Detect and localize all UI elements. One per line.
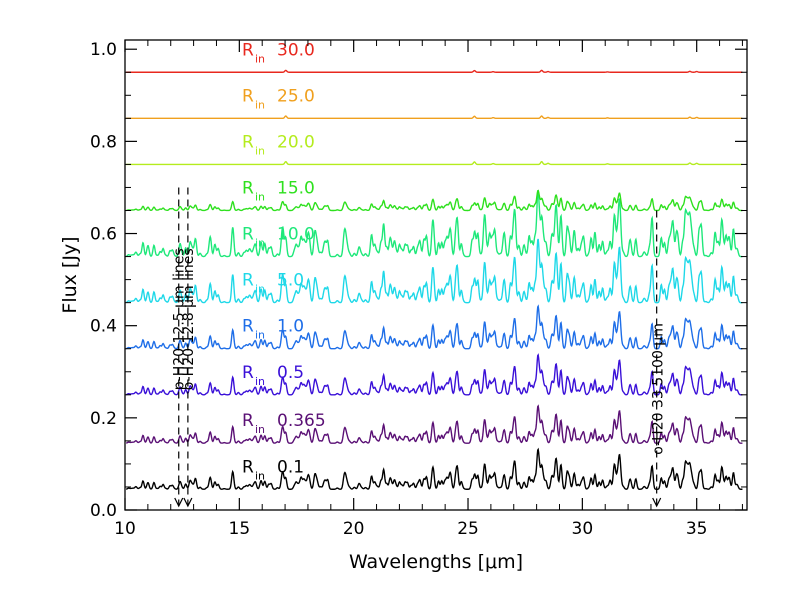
- x-tick-label: 20: [343, 519, 365, 539]
- spectrum-line: [125, 404, 743, 444]
- series-label-main: R: [242, 271, 254, 291]
- series-label-value: 0.5: [277, 363, 304, 383]
- series-label-value: 5.0: [277, 271, 304, 291]
- series-layer: [125, 69, 743, 490]
- series-label-sub: in: [255, 423, 265, 436]
- x-tick-label: 30: [572, 519, 594, 539]
- annotation-text: o-H20 33.5100 μm: [651, 323, 667, 455]
- series-label-sub: in: [255, 469, 265, 482]
- series-label-main: R: [242, 411, 254, 431]
- series-label-sub: in: [255, 329, 265, 342]
- spectrum-line: [126, 115, 743, 120]
- series-label-value: 1.0: [277, 317, 304, 337]
- annotation-arrowhead: [183, 497, 193, 508]
- series-label-value: 20.0: [277, 132, 315, 152]
- spectrum-line: [126, 160, 743, 166]
- series-label-sub: in: [255, 375, 265, 388]
- series-label-main: R: [242, 178, 254, 198]
- series-label-value: 30.0: [277, 40, 315, 60]
- x-tick-label: 15: [229, 519, 251, 539]
- series-label-sub: in: [255, 52, 265, 65]
- spectrum-line: [125, 189, 743, 258]
- spectrum-line: [125, 238, 743, 304]
- series-label-sub: in: [255, 283, 265, 296]
- plot-frame: [124, 39, 748, 511]
- y-tick-label: 1.0: [90, 40, 117, 60]
- series-label-value: 15.0: [277, 178, 315, 198]
- axis-layer: 10 15 20 25 30 35 0.0 0.2 0.4 0.6 0.8 1.0: [90, 40, 747, 539]
- spectrum-line: [125, 447, 743, 490]
- y-tick-label: 0.6: [90, 225, 117, 245]
- series-label-value: 0.1: [277, 457, 304, 477]
- y-tick-label: 0.0: [90, 501, 117, 521]
- spectrum-line: [125, 353, 743, 396]
- annotation-arrowhead: [652, 497, 662, 508]
- series-label-value: 10.0: [277, 225, 315, 245]
- spectrum-line: [126, 189, 743, 212]
- series-label-main: R: [242, 225, 254, 245]
- series-label-main: R: [242, 86, 254, 106]
- series-label-sub: in: [255, 237, 265, 250]
- series-label-main: R: [242, 363, 254, 383]
- series-label-value: 0.365: [277, 411, 326, 431]
- y-tick-label: 0.4: [90, 317, 117, 337]
- series-label-main: R: [242, 317, 254, 337]
- x-tick-label: 10: [114, 519, 136, 539]
- series-label-sub: in: [255, 98, 265, 111]
- series-label-sub: in: [255, 144, 265, 157]
- annotation-text: p-H20 12.5 μm lines: [172, 248, 188, 390]
- annotation-text: o-H20 12.8 μm lines: [181, 248, 197, 390]
- series-label-sub: in: [255, 190, 265, 203]
- series-label-main: R: [242, 40, 254, 60]
- y-tick-label: 0.8: [90, 132, 117, 152]
- spectrum-line: [126, 69, 743, 73]
- series-label-main: R: [242, 457, 254, 477]
- x-axis-label: Wavelengths [μm]: [349, 551, 523, 573]
- y-tick-label: 0.2: [90, 409, 117, 429]
- spectrum-line: [125, 304, 743, 350]
- series-label-value: 25.0: [277, 86, 315, 106]
- y-axis-label: Flux [Jy]: [59, 236, 81, 313]
- x-tick-label: 35: [686, 519, 708, 539]
- series-label-main: R: [242, 132, 254, 152]
- x-tick-label: 25: [457, 519, 479, 539]
- annotation-arrowhead: [174, 497, 184, 508]
